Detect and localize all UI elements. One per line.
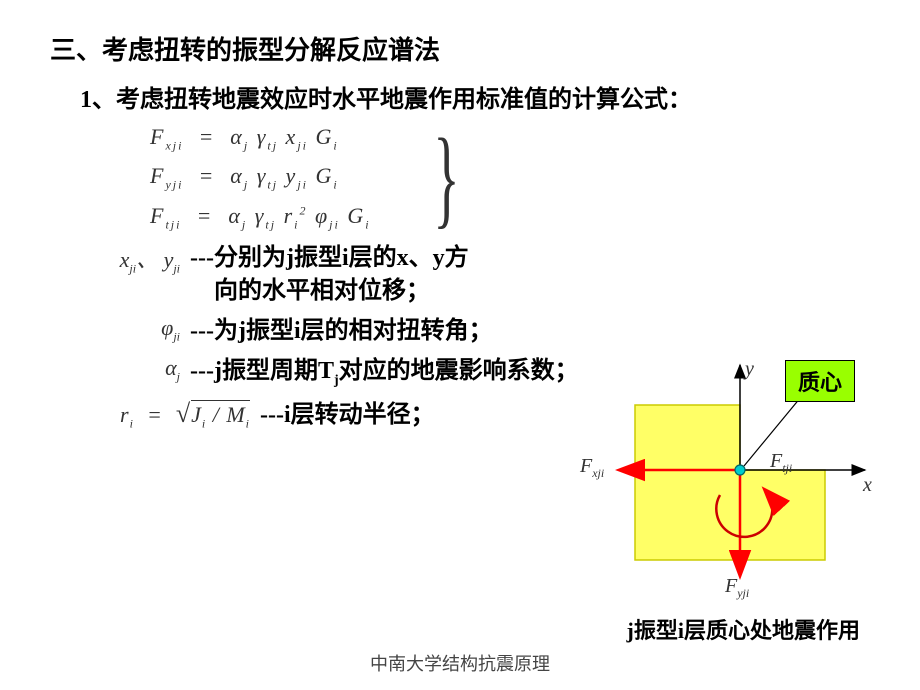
diagram-caption: j振型i层质心处地震作用 bbox=[627, 613, 860, 645]
txt-xy: ---分别为j振型i层的x、y方 向的水平相对位移； bbox=[190, 242, 469, 307]
y-label: y bbox=[745, 358, 754, 381]
ft-label: Ftji bbox=[770, 450, 792, 476]
txt-phi: ---为j振型i层的相对扭转角； bbox=[190, 315, 493, 347]
txt-xy2: 向的水平相对位移； bbox=[214, 278, 430, 304]
l-shape bbox=[635, 405, 825, 560]
centroid-label: 质心 bbox=[785, 360, 855, 402]
eq-fy: Fyji = αj γtj yji Gi bbox=[150, 163, 870, 192]
brace-icon: } bbox=[433, 122, 459, 232]
def-phi: φji ---为j振型i层的相对扭转角； bbox=[90, 315, 870, 347]
slide: 三、考虑扭转的振型分解反应谱法 1、考虑扭转地震效应时水平地震作用标准值的计算公… bbox=[0, 0, 920, 690]
x-label: x bbox=[863, 474, 872, 497]
txt-alpha-post: 对应的地震影响系数； bbox=[339, 358, 579, 384]
fy-label: Fyji bbox=[725, 575, 749, 601]
fx-label: Fxji bbox=[580, 455, 604, 481]
section-subtitle: 1、考虑扭转地震效应时水平地震作用标准值的计算公式： bbox=[80, 79, 870, 114]
eq-fx: Fxji = αj γtj xji Gi bbox=[150, 124, 870, 153]
sym-ri: ri = √Ji / Mi bbox=[90, 399, 260, 431]
txt-xy1: ---分别为j振型i层的x、y方 bbox=[190, 245, 469, 271]
equation-block: Fxji = αj γtj xji Gi Fyji = αj γtj yji G… bbox=[150, 124, 870, 232]
eq-ft: Ftji = αj γtj ri2 φji Gi bbox=[150, 203, 870, 232]
diagram: 质心 bbox=[580, 350, 880, 630]
txt-alpha-pre: ---j振型周期T bbox=[190, 358, 334, 384]
txt-ri: ---i层转动半径； bbox=[260, 399, 435, 431]
txt-alpha: ---j振型周期Tj对应的地震影响系数； bbox=[190, 355, 579, 391]
section-title: 三、考虑扭转的振型分解反应谱法 bbox=[50, 30, 870, 67]
sym-alpha: αj bbox=[90, 355, 190, 384]
sym-xy: xji、 yji bbox=[90, 242, 190, 276]
def-xy: xji、 yji ---分别为j振型i层的x、y方 向的水平相对位移； bbox=[90, 242, 870, 307]
centroid-point bbox=[735, 465, 745, 475]
sym-phi: φji bbox=[90, 315, 190, 344]
footer: 中南大学结构抗震原理 bbox=[0, 650, 920, 676]
